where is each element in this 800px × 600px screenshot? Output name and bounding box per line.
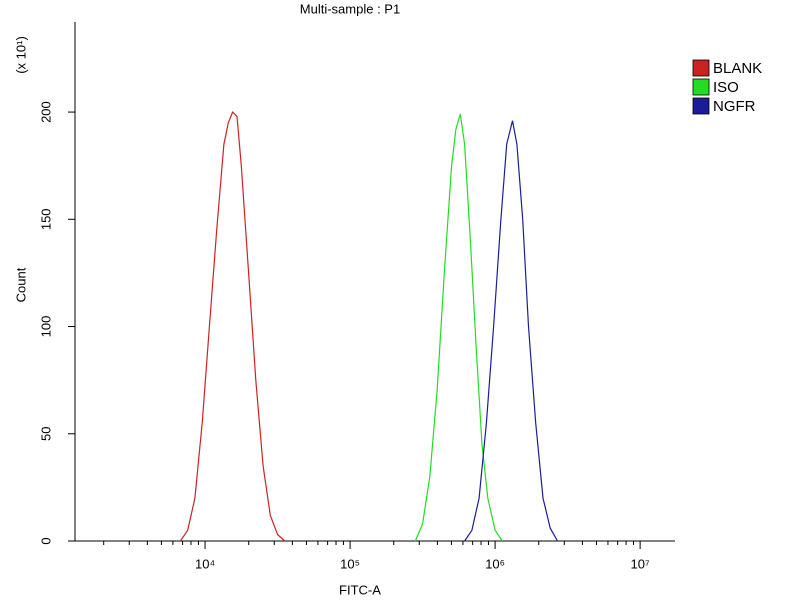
legend-label: NGFR	[713, 98, 756, 115]
y-tick-label: 200	[38, 101, 53, 123]
x-tick-label: 10⁴	[195, 556, 215, 571]
histogram-line	[464, 120, 559, 542]
legend-swatch	[692, 59, 710, 77]
y-multiplier: (x 10¹)	[13, 36, 28, 74]
legend-label: BLANK	[713, 60, 762, 77]
y-axis-label: Count	[13, 267, 28, 302]
histogram-line	[179, 111, 286, 542]
y-tick-label: 50	[38, 427, 53, 441]
x-tick-label: 10⁵	[340, 556, 360, 571]
legend-label: ISO	[713, 79, 739, 96]
legend-swatch	[692, 78, 710, 96]
y-tick-label: 0	[38, 537, 53, 544]
legend-swatch	[692, 97, 710, 115]
x-tick-label: 10⁷	[631, 556, 650, 571]
y-tick-label: 100	[38, 316, 53, 338]
y-tick-label: 150	[38, 208, 53, 230]
x-axis-label: FITC-A	[339, 582, 381, 597]
x-tick-label: 10⁶	[485, 556, 505, 571]
chart-title: Multi-sample : P1	[300, 1, 400, 16]
histogram-line	[414, 114, 503, 542]
